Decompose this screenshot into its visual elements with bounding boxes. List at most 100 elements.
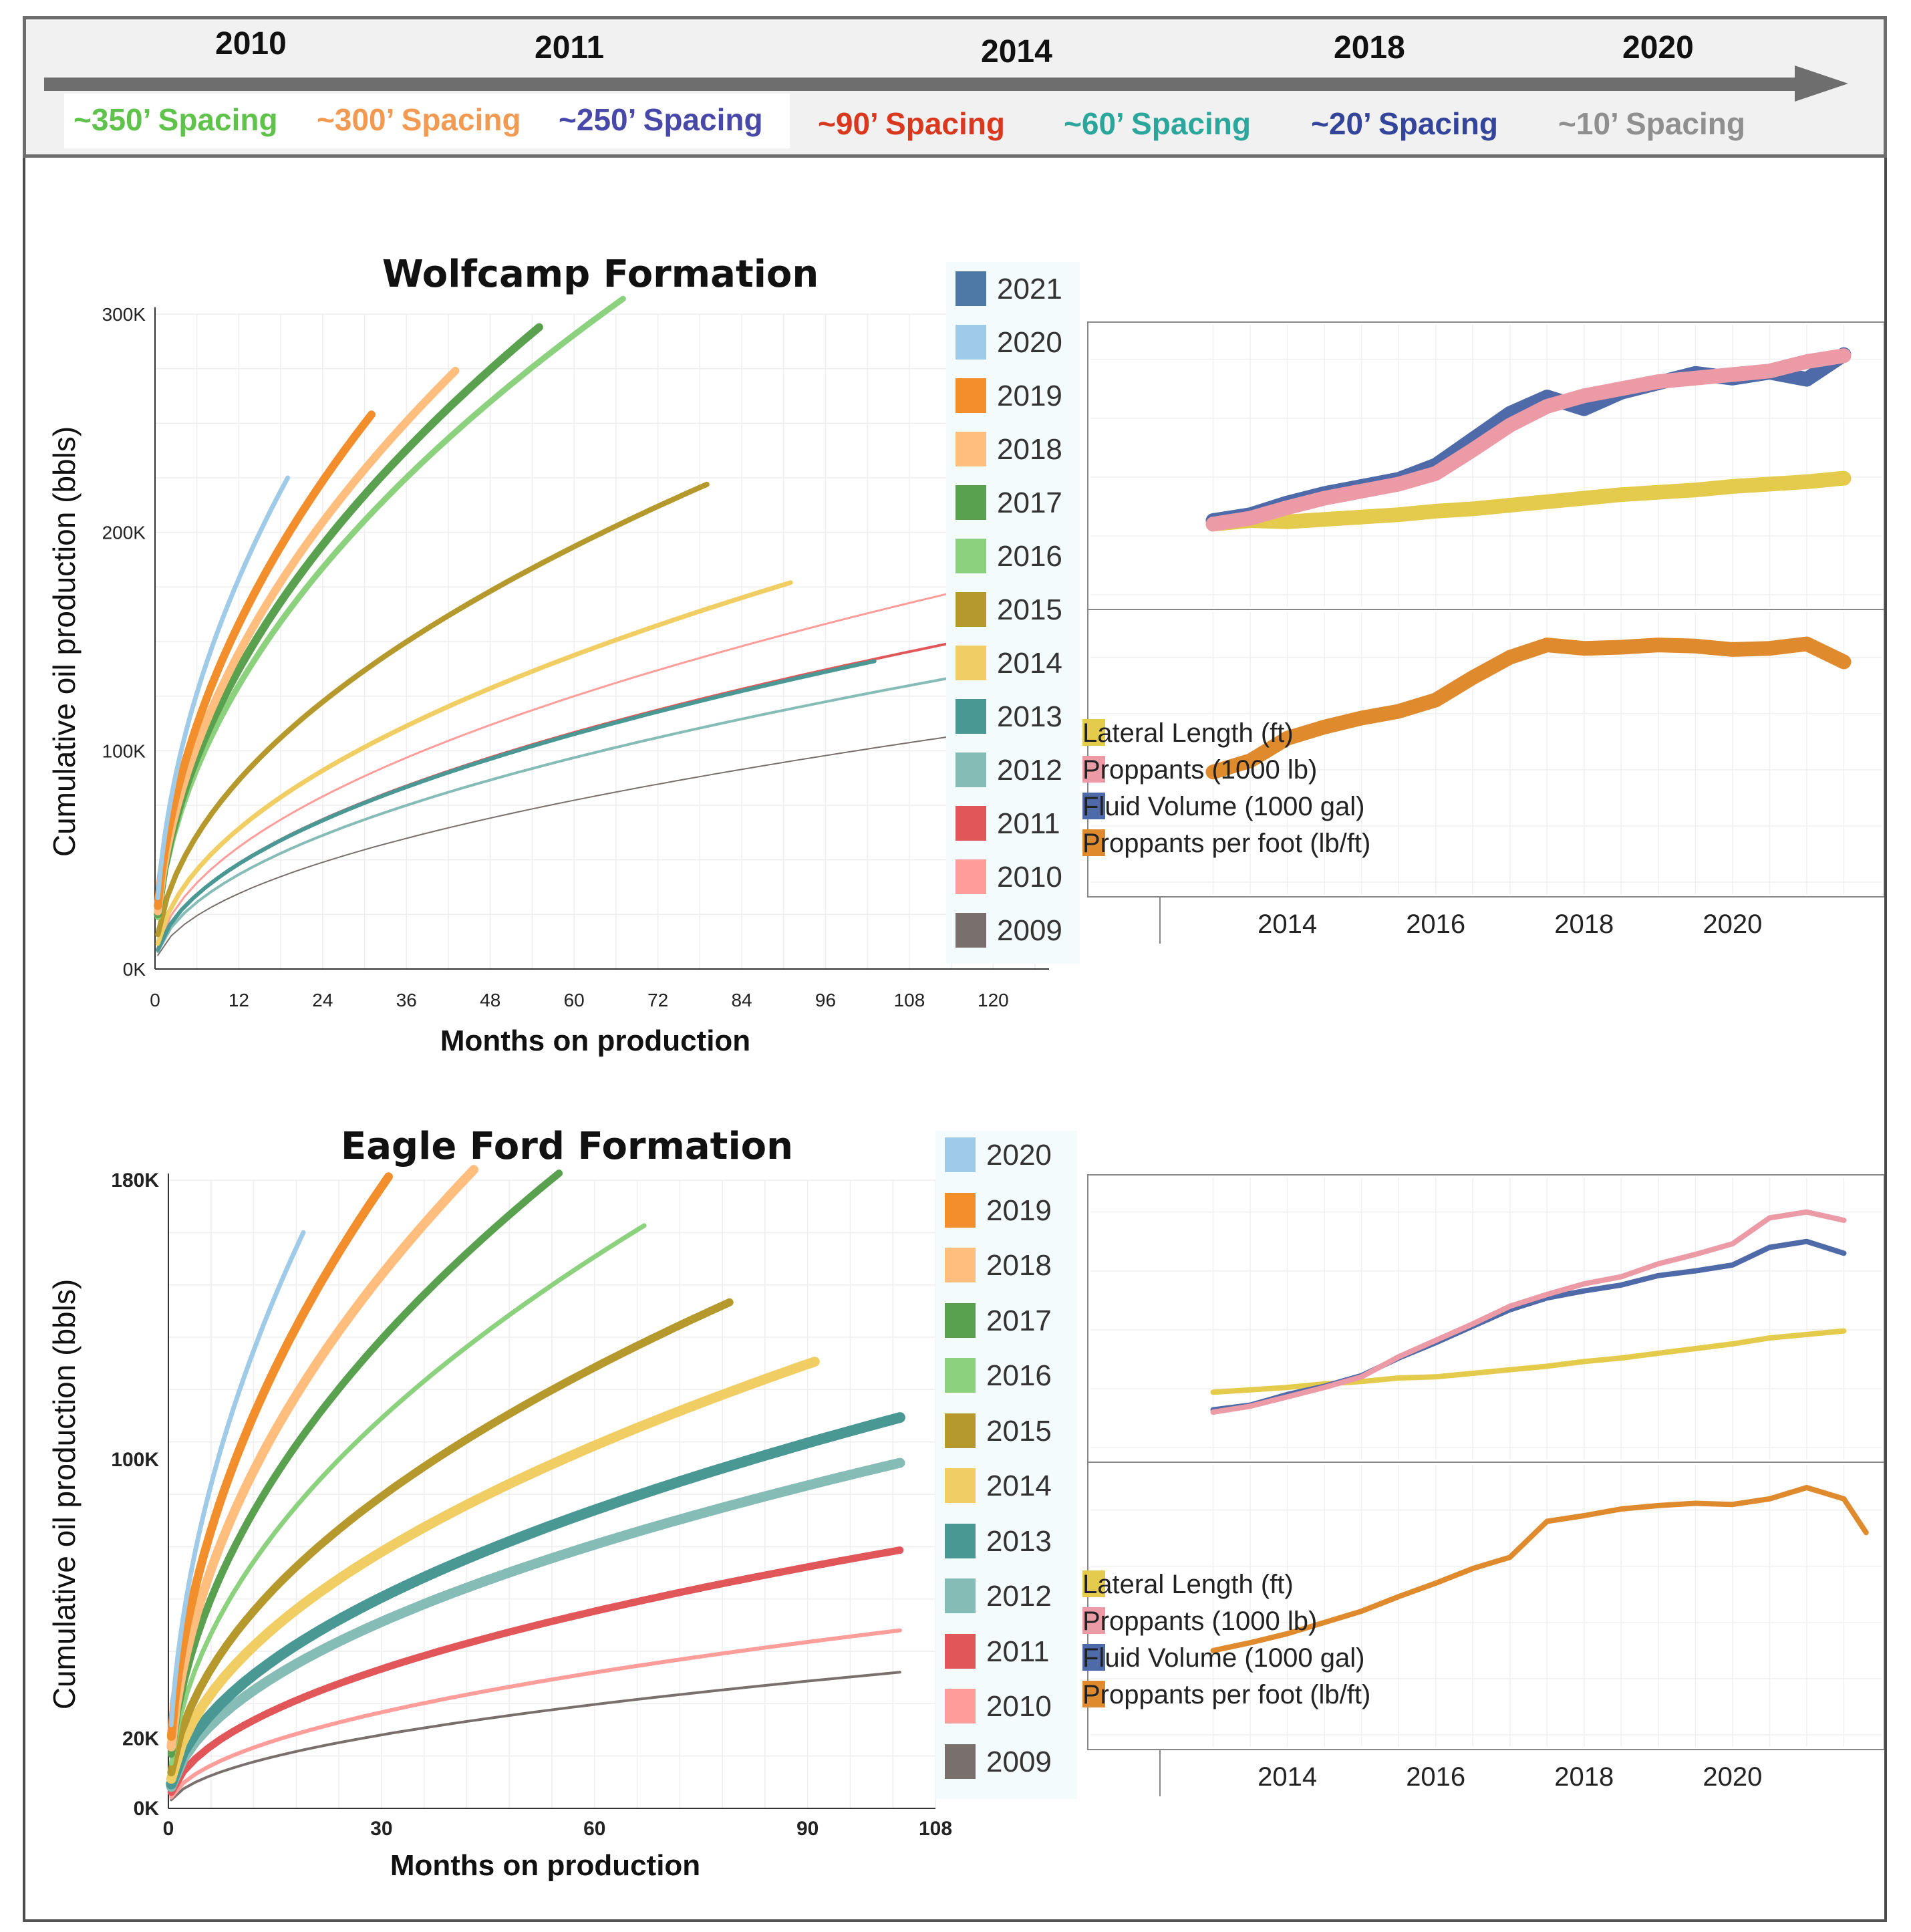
- series-line-2019: [154, 410, 376, 910]
- eagleford-cumulative-chart: 0 30 60 90 108 0K 20K 100K 180K Months on product…: [47, 1165, 952, 1882]
- timeline-year-2010: 2010: [215, 26, 287, 61]
- timeline-year-2020: 2020: [1622, 30, 1694, 65]
- x-tick-label: 0: [163, 1818, 174, 1840]
- spacing-60: ~60’ Spacing: [1064, 106, 1251, 141]
- x-tick-label: 48: [480, 990, 500, 1010]
- series-line-2020: [155, 475, 291, 900]
- legend-label: 2017: [986, 1304, 1052, 1337]
- legend-label: 2018: [986, 1249, 1052, 1282]
- y-tick-label: 100K: [102, 740, 146, 761]
- wolfcamp-legend: 2021 2020 2019 2018 2017 2016 2015 2014 2013 2012…: [946, 262, 1080, 964]
- legend-label: Proppants per foot (lb/ft): [1082, 829, 1370, 858]
- legend-swatch: [1082, 756, 1105, 783]
- legend-label: 2015: [997, 593, 1062, 626]
- legend-swatch: [1082, 1570, 1105, 1597]
- series-line-2014: [166, 1357, 820, 1784]
- series-line-Proppants per foot (lb/ft): [1210, 1485, 1869, 1653]
- legend-label: Lateral Length (ft): [1082, 718, 1294, 748]
- bottom-border: [23, 1919, 1887, 1922]
- legend-label: 2012: [986, 1580, 1052, 1613]
- timeline-arrow-head: [1795, 65, 1848, 102]
- legend-label: Fluid Volume (1000 gal): [1082, 792, 1364, 821]
- series-line-Lateral Length (ft): [1210, 1328, 1847, 1395]
- eagleford-legend: 2020 2019 2018 2017 2016 2015 2014 2013 2012 2011…: [935, 1131, 1077, 1799]
- legend-swatch: [945, 1248, 976, 1282]
- legend-swatch: [956, 752, 986, 787]
- legend-label: 2020: [997, 326, 1062, 359]
- legend-label: 2010: [997, 861, 1062, 893]
- bottom-grid: [1090, 612, 1882, 894]
- y-tick-label: 100K: [111, 1449, 159, 1471]
- x-tick-label: 108: [894, 990, 925, 1010]
- legend-swatch: [956, 271, 986, 306]
- timeline-arrow: [44, 65, 1848, 102]
- series-line-2011: [156, 640, 960, 952]
- series-line-2019: [166, 1172, 393, 1742]
- legend-swatch: [956, 806, 986, 841]
- series-group: [154, 295, 960, 956]
- legend-label: Proppants (1000 lb): [1082, 755, 1317, 785]
- eagleford-completion-chart: 0K10K20K0K10K20K2014201620182020Lateral …: [1082, 1174, 1884, 1796]
- series-line-2018: [154, 366, 460, 916]
- x-tick-label: 12: [229, 990, 249, 1010]
- bottom-grid: [1090, 1465, 1882, 1747]
- timeline-year-2014: 2014: [981, 34, 1052, 70]
- legend-label: Fluid Volume (1000 gal): [1082, 1643, 1364, 1673]
- legend-label: 2015: [986, 1414, 1052, 1447]
- legend-label: 2017: [997, 487, 1062, 519]
- legend-swatch: [956, 325, 986, 360]
- x-tick-label: 24: [312, 990, 333, 1010]
- spacing-90: ~90’ Spacing: [818, 106, 1005, 141]
- legend-label: 2010: [986, 1690, 1052, 1723]
- series-line-2010: [156, 590, 960, 948]
- legend-swatch: [1082, 1607, 1105, 1634]
- legend-label: 2019: [986, 1194, 1052, 1227]
- legend-swatch: [956, 378, 986, 413]
- series-line-2013: [166, 1412, 905, 1790]
- x-tick-label: 2014: [1258, 910, 1317, 939]
- legend-swatch: [956, 485, 986, 520]
- legend-label: Lateral Length (ft): [1082, 1570, 1294, 1599]
- legend-label: Proppants per foot (lb/ft): [1082, 1680, 1370, 1709]
- spacing-20: ~20’ Spacing: [1311, 106, 1498, 141]
- wolfcamp-cumulative-chart: 0 12 24 36 48 60 72 84 96 108 120 0K 100K 200K 300K Mon…: [47, 295, 1049, 1057]
- y-tick-label: 300K: [102, 304, 146, 325]
- legend-label: 2009: [986, 1745, 1052, 1778]
- x-tick-label: 72: [647, 990, 668, 1010]
- legend-swatch: [1082, 1644, 1105, 1671]
- x-tick-label: 2018: [1554, 910, 1614, 939]
- legend-label: 2014: [986, 1470, 1052, 1502]
- completion-legend: Lateral Length (ft) Proppants (1000 lb) Fl…: [1082, 718, 1370, 858]
- x-tick-label: 108: [919, 1818, 952, 1840]
- series-line-2010: [169, 1628, 902, 1800]
- legend-swatch: [945, 1137, 976, 1172]
- legend-swatch: [945, 1302, 976, 1338]
- series-line-2017: [154, 323, 543, 919]
- timeline-year-2018: 2018: [1334, 30, 1405, 65]
- series-line-2017: [167, 1169, 563, 1758]
- legend-swatch: [945, 1358, 976, 1393]
- legend-swatch: [956, 913, 986, 948]
- y-axis-label: Cumulative oil production (bbls): [47, 426, 82, 857]
- legend-swatch: [945, 1744, 976, 1779]
- spacing-highlight-background: [64, 94, 790, 148]
- series-line-Lateral Length (ft): [1205, 470, 1852, 532]
- x-tick-label: 2020: [1703, 910, 1762, 939]
- y-tick-label: 20K: [122, 1728, 159, 1750]
- legend-swatch: [945, 1192, 976, 1228]
- legend-label: 2014: [997, 647, 1062, 680]
- series-line-2012: [156, 675, 960, 954]
- legend-label: 2016: [986, 1359, 1052, 1392]
- series-line-2011: [167, 1546, 904, 1796]
- series-line-2015: [167, 1298, 734, 1777]
- y-tick-label: 180K: [111, 1169, 159, 1192]
- legend-label: 2019: [997, 380, 1062, 412]
- series-line-2018: [166, 1165, 479, 1752]
- series-line-2020: [168, 1230, 306, 1728]
- series-line-Proppants (1000 lb): [1210, 1209, 1847, 1415]
- series-line-2016: [168, 1223, 647, 1766]
- x-tick-label: 0: [150, 990, 160, 1010]
- legend-label: 2016: [997, 540, 1062, 573]
- x-tick-label: 90: [796, 1818, 819, 1840]
- x-tick-label: 30: [370, 1818, 392, 1840]
